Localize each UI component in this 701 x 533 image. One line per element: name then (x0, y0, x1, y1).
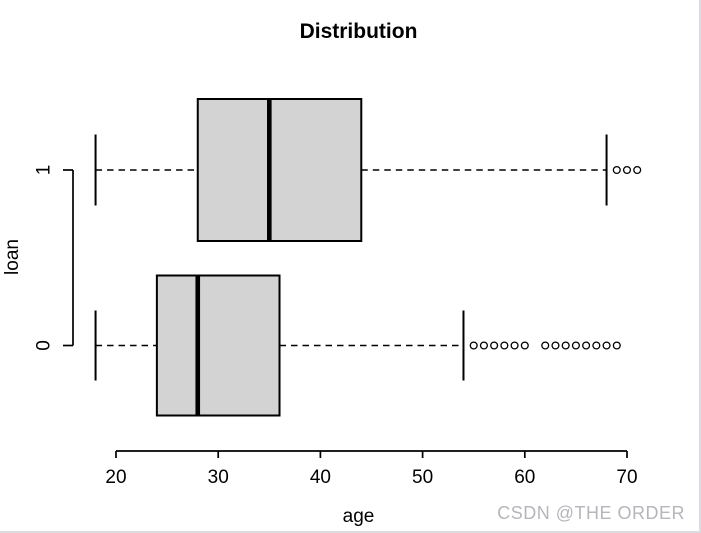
watermark-text: CSDN @THE ORDER (497, 503, 685, 523)
y-axis-tick-label: 0 (34, 340, 55, 351)
x-axis-tick-label: 50 (412, 467, 433, 488)
outlier-point-loan-1 (612, 165, 621, 175)
outlier-point-loan-0 (510, 341, 519, 350)
x-axis-tick-label: 60 (514, 467, 535, 488)
x-axis-title: age (342, 506, 375, 527)
outlier-point-loan-0 (561, 341, 570, 350)
outlier-point-loan-0 (490, 341, 499, 350)
outlier-point-loan-0 (571, 341, 580, 350)
outlier-point-loan-1 (622, 165, 632, 175)
outlier-point-loan-0 (582, 341, 591, 350)
outlier-point-loan-0 (592, 341, 601, 350)
x-axis-tick-label: 70 (616, 467, 637, 488)
outlier-point-loan-0 (520, 341, 529, 350)
outlier-point-loan-0 (541, 341, 550, 350)
x-axis-tick-label: 20 (105, 467, 126, 488)
y-axis-tick-label: 1 (34, 165, 55, 176)
outlier-point-loan-0 (469, 341, 478, 350)
chart-title: Distribution (299, 20, 418, 43)
outlier-point-loan-0 (602, 341, 611, 350)
outlier-point-loan-0 (479, 341, 488, 350)
x-axis-tick-label: 40 (310, 467, 331, 488)
outlier-point-loan-0 (551, 341, 560, 350)
box-rect-loan-1 (196, 98, 363, 242)
y-axis-title: loan (2, 239, 23, 275)
outlier-point-loan-0 (500, 341, 509, 350)
outlier-point-loan-1 (633, 165, 642, 175)
outlier-point-loan-0 (612, 341, 621, 350)
box-rect-loan-0 (155, 274, 281, 417)
x-axis-tick-label: 30 (208, 467, 229, 488)
